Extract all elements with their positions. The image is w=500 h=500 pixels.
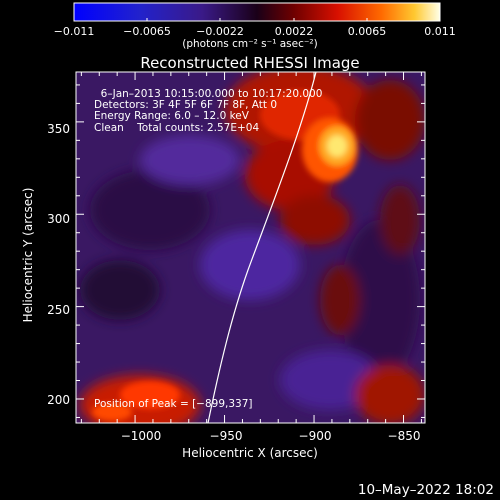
timestamp: 10–May–2022 18:02 bbox=[357, 482, 494, 498]
y-tick-label: 350 bbox=[47, 122, 70, 136]
y-axis-label: Heliocentric Y (arcsec) bbox=[21, 187, 35, 323]
colorbar-unit-label: (photons cm⁻² s⁻¹ asec⁻²) bbox=[182, 38, 318, 50]
x-axis-label: Heliocentric X (arcsec) bbox=[182, 446, 318, 460]
y-tick-label: 300 bbox=[47, 212, 70, 226]
peak-position-label: Position of Peak = [−899,337] bbox=[94, 398, 253, 410]
colorbar-tick-label: −0.0022 bbox=[196, 25, 244, 38]
y-tick-label: 250 bbox=[47, 303, 70, 317]
colorbar-tick-label: −0.011 bbox=[53, 25, 95, 38]
colorbar-tick-labels: −0.011 −0.0065 −0.0022 0.0022 0.0065 0.0… bbox=[0, 25, 500, 39]
plot-frame bbox=[75, 71, 426, 424]
colorbar-tick-label: 0.0022 bbox=[274, 25, 314, 38]
colorbar-gradient bbox=[73, 2, 441, 22]
colorbar-ticks bbox=[73, 18, 441, 21]
solar-limb bbox=[207, 72, 317, 423]
x-tick-label: −1000 bbox=[120, 429, 162, 443]
colorbar-tick-label: 0.0065 bbox=[347, 25, 387, 38]
image-map bbox=[76, 72, 425, 423]
info-line-detectors: Detectors: 3F 4F 5F 6F 7F 8F, Att 0 bbox=[94, 99, 278, 112]
plot-title: Reconstructed RHESSI Image bbox=[140, 54, 360, 72]
info-line-time: 6–Jan–2013 10:15:00.000 to 10:17:20.000 bbox=[94, 88, 323, 100]
observation-info: 6–Jan–2013 10:15:00.000 to 10:17:20.000 … bbox=[94, 88, 323, 134]
y-tick-label: 200 bbox=[47, 393, 70, 407]
colorbar-tick-label: 0.011 bbox=[424, 25, 456, 38]
info-line-energy: Energy Range: 6.0 – 12.0 keV bbox=[94, 110, 249, 123]
axis-ticks bbox=[76, 72, 425, 423]
colorbar bbox=[73, 2, 441, 22]
x-tick-label: −950 bbox=[209, 429, 243, 443]
x-tick-label: −850 bbox=[387, 429, 421, 443]
info-line-counts: Clean Total counts: 2.57E+04 bbox=[94, 121, 260, 134]
x-tick-label: −900 bbox=[298, 429, 332, 443]
colorbar-tick-label: −0.0065 bbox=[123, 25, 171, 38]
